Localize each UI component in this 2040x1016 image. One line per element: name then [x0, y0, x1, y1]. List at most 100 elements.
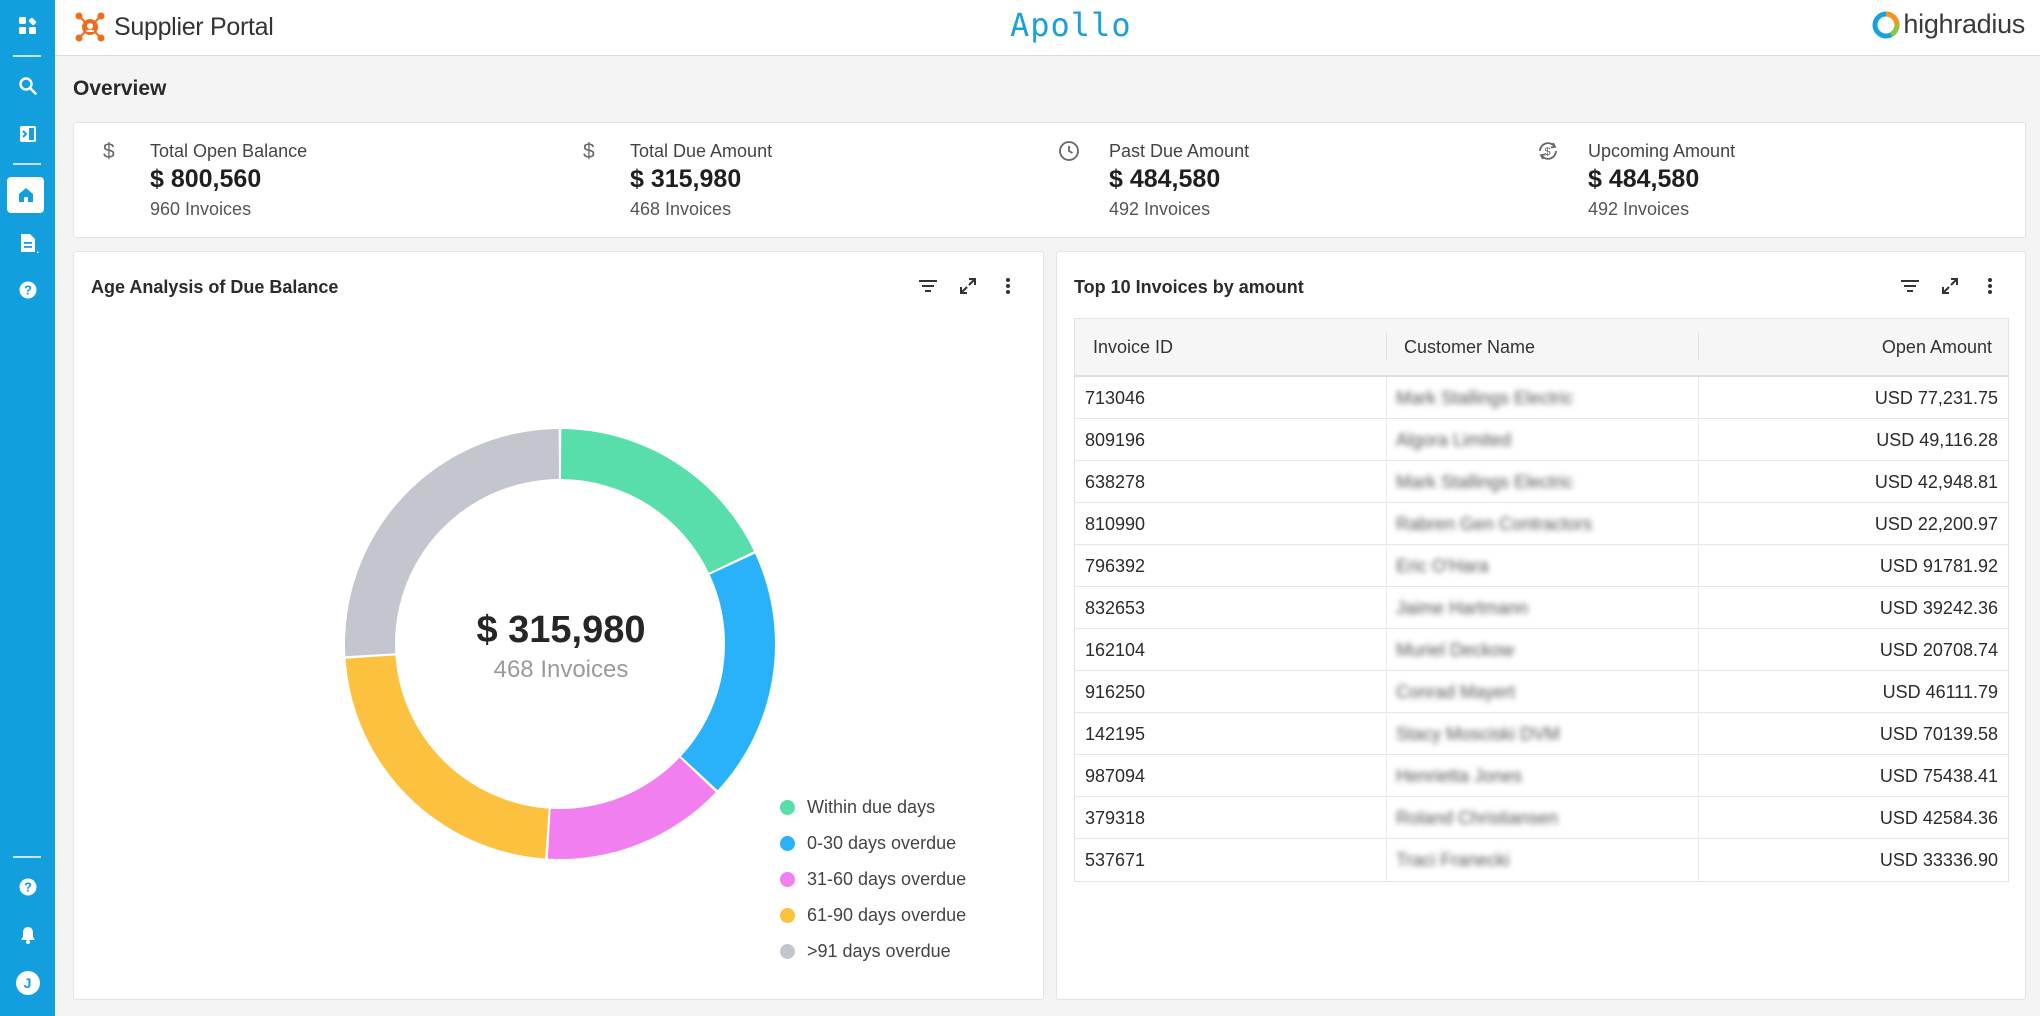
dollar-refresh-icon: $ — [1539, 142, 1557, 160]
column-divider — [1698, 587, 1699, 629]
stats-card: $ Total Open Balance $ 800,560 960 Invoi… — [73, 122, 2026, 238]
donut-slice[interactable] — [345, 655, 549, 859]
customer-name-cell: Mark Stallings Electric — [1396, 388, 1574, 408]
invoice-id-cell[interactable]: 916250 — [1085, 682, 1146, 702]
invoice-id-cell[interactable]: 379318 — [1085, 808, 1146, 828]
invoice-id-cell[interactable]: 809196 — [1085, 430, 1146, 450]
donut-center-value: $ 315,980 — [476, 609, 645, 651]
invoice-id-cell[interactable]: 810990 — [1085, 514, 1146, 534]
rail-divider — [13, 163, 41, 165]
column-header-open-amount[interactable]: Open Amount — [1881, 337, 1992, 357]
column-divider — [1386, 419, 1387, 461]
table-header: Invoice ID Customer Name Open Amount — [1075, 319, 2008, 377]
svg-text:?: ? — [24, 880, 32, 895]
column-divider — [1386, 797, 1387, 839]
expand-icon[interactable] — [955, 272, 981, 300]
open-amount-cell: USD 75438.41 — [1879, 766, 1998, 786]
search-icon[interactable] — [0, 63, 55, 109]
column-divider — [1386, 713, 1387, 755]
customer-name-cell: Henrietta Jones — [1396, 766, 1523, 786]
apollo-logo: Apollo — [1010, 6, 1132, 44]
legend-item[interactable]: 31-60 days overdue — [780, 861, 966, 897]
svg-text:$: $ — [583, 140, 595, 163]
customer-name-cell: Traci Franecki — [1396, 850, 1510, 870]
customer-name-cell: Jaime Hartmann — [1396, 598, 1529, 618]
filter-icon[interactable] — [1897, 272, 1923, 300]
open-amount-cell: USD 70139.58 — [1879, 724, 1998, 744]
invoice-id-cell[interactable]: 537671 — [1085, 850, 1146, 870]
stat-invoice-count: 492 Invoices — [1588, 199, 1690, 219]
invoice-id-cell[interactable]: 713046 — [1085, 388, 1146, 408]
invoice-id-cell[interactable]: 832653 — [1085, 598, 1146, 618]
stat-invoice-count: 468 Invoices — [630, 199, 732, 219]
donut-slice[interactable] — [680, 553, 775, 791]
legend-item[interactable]: >91 days overdue — [780, 933, 966, 969]
panel-title: Top 10 Invoices by amount — [1074, 277, 1304, 297]
column-divider — [1698, 629, 1699, 671]
more-options-icon[interactable] — [1977, 272, 2003, 300]
legend-label: >91 days overdue — [807, 940, 951, 961]
apps-icon[interactable] — [0, 3, 55, 49]
invoice-id-cell[interactable]: 987094 — [1085, 766, 1146, 786]
donut-slice[interactable] — [344, 429, 560, 657]
clock-icon — [1059, 141, 1079, 161]
invoice-id-cell[interactable]: 796392 — [1085, 556, 1146, 576]
open-amount-cell: USD 77,231.75 — [1874, 388, 1998, 408]
legend-swatch — [780, 871, 795, 887]
table-row[interactable]: 832653 Jaime Hartmann USD 39242.36 — [1075, 587, 2008, 629]
column-divider — [1698, 839, 1699, 881]
column-header-invoice-id[interactable]: Invoice ID — [1093, 337, 1174, 357]
table-row[interactable]: 537671 Traci Franecki USD 33336.90 — [1075, 839, 2008, 881]
invoice-id-cell[interactable]: 638278 — [1085, 472, 1146, 492]
legend-label: 0-30 days overdue — [807, 832, 957, 853]
panel-actions — [1897, 272, 2003, 300]
legend-label: Within due days — [807, 796, 936, 817]
table-row[interactable]: 638278 Mark Stallings Electric USD 42,948.… — [1075, 461, 2008, 503]
expand-icon[interactable] — [1937, 272, 1963, 300]
table-row[interactable]: 987094 Henrietta Jones USD 75438.41 — [1075, 755, 2008, 797]
document-icon[interactable] — [0, 220, 55, 266]
legend-item[interactable]: 0-30 days overdue — [780, 825, 966, 861]
table-row[interactable]: 162104 Muriel Deckow USD 20708.74 — [1075, 629, 2008, 671]
table-row[interactable]: 713046 Mark Stallings Electric USD 77,231.… — [1075, 377, 2008, 419]
more-options-icon[interactable] — [995, 272, 1021, 300]
help-icon[interactable]: ? — [0, 267, 55, 313]
svg-text:$: $ — [103, 140, 115, 163]
filter-icon[interactable] — [915, 272, 941, 300]
bell-icon[interactable] — [0, 912, 55, 958]
legend-item[interactable]: 61-90 days overdue — [780, 897, 966, 933]
top-bar: Supplier Portal Apollo highradius — [55, 0, 2040, 56]
table-body: 713046 Mark Stallings Electric USD 77,231.… — [1075, 377, 2008, 881]
column-header-customer-name[interactable]: Customer Name — [1404, 337, 1536, 357]
table-row[interactable]: 810990 Rabren Gen Contractors USD 22,200.9… — [1075, 503, 2008, 545]
stat-label: Past Due Amount — [1109, 141, 1250, 161]
legend-item[interactable]: Within due days — [780, 789, 966, 825]
rail-divider — [13, 55, 41, 57]
table-row[interactable]: 379318 Roland Christiansen USD 42584.36 — [1075, 797, 2008, 839]
stat-value: $ 800,560 — [150, 165, 262, 193]
top-invoices-panel: Top 10 Invoices by amount Invoice ID Cus… — [1056, 251, 2026, 1000]
svg-text:$: $ — [1545, 146, 1551, 158]
help-icon[interactable]: ? — [0, 864, 55, 910]
stat-label: Upcoming Amount — [1588, 141, 1736, 161]
table-row[interactable]: 916250 Conrad Mayert USD 46111.79 — [1075, 671, 2008, 713]
avatar-initial: J — [15, 971, 40, 995]
open-amount-cell: USD 49,116.28 — [1876, 430, 1998, 450]
donut-slice[interactable] — [547, 757, 716, 859]
stat-value: $ 484,580 — [1588, 165, 1700, 193]
table-row[interactable]: 142195 Stacy Mosciski DVM USD 70139.58 — [1075, 713, 2008, 755]
invoice-id-cell[interactable]: 142195 — [1085, 724, 1146, 744]
highradius-text: highradius — [1903, 9, 2025, 39]
user-avatar[interactable]: J — [0, 960, 55, 1006]
donut-slice[interactable] — [560, 429, 754, 573]
collapse-panel-icon[interactable] — [0, 111, 55, 157]
supplier-portal-logo-icon — [75, 12, 105, 42]
customer-name-cell: Eric O'Hara — [1396, 556, 1489, 576]
invoices-table: Invoice ID Customer Name Open Amount 713… — [1074, 318, 2009, 882]
table-row[interactable]: 809196 Algora Limited USD 49,116.28 — [1075, 419, 2008, 461]
table-row[interactable]: 796392 Eric O'Hara USD 91781.92 — [1075, 545, 2008, 587]
app-brand[interactable]: Supplier Portal — [74, 9, 274, 45]
invoice-id-cell[interactable]: 162104 — [1085, 640, 1146, 660]
home-icon[interactable] — [7, 177, 44, 213]
column-divider — [1698, 671, 1699, 713]
